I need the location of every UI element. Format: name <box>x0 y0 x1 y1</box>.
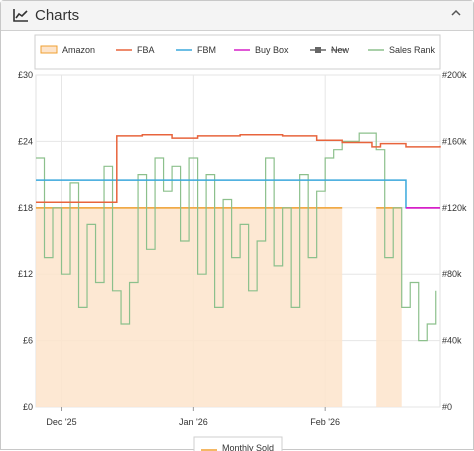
legend-label-fbm: FBM <box>197 45 216 55</box>
x-tick-label: Feb '26 <box>310 417 340 427</box>
y-left-tick-label: £0 <box>23 402 33 412</box>
y-right-tick-label: #120k <box>442 203 467 213</box>
legend-marker-new <box>315 47 321 53</box>
amazon-area <box>376 207 402 407</box>
y-left-tick-label: £12 <box>18 269 33 279</box>
bottom-legend-box <box>193 436 283 451</box>
panel-header[interactable]: Charts <box>1 1 473 31</box>
y-right-tick-label: #0 <box>442 402 452 412</box>
panel-title: Charts <box>35 7 80 24</box>
y-left-tick-label: £18 <box>18 203 33 213</box>
y-right-tick-label: #40k <box>442 336 462 346</box>
y-right-tick-label: #200k <box>442 70 467 80</box>
legend-label-amazon: Amazon <box>62 45 95 55</box>
y-left-tick-label: £6 <box>23 336 33 346</box>
line-chart-icon <box>13 9 28 22</box>
y-left-tick-label: £24 <box>18 136 33 146</box>
price-history-chart: Amazon FBA FBM Buy Box New Sales Rank £0£6£12… <box>18 34 467 451</box>
y-left-tick-label: £30 <box>18 70 33 80</box>
x-tick-label: Dec '25 <box>46 417 76 427</box>
fba-line <box>36 134 441 204</box>
legend-label-fba: FBA <box>137 45 155 55</box>
y-right-tick-label: #80k <box>442 269 462 279</box>
legend-box <box>34 34 441 70</box>
y-right-tick-label: #160k <box>442 136 467 146</box>
legend-label-sales-rank: Sales Rank <box>389 45 436 55</box>
sales-rank-line <box>36 132 437 342</box>
legend-label-buy-box: Buy Box <box>255 45 289 55</box>
x-tick-label: Jan '26 <box>179 417 208 427</box>
legend-swatch-amazon <box>40 45 58 54</box>
chevron-up-icon[interactable] <box>449 6 463 20</box>
legend-label-monthly-sold: Monthly Sold <box>222 443 274 451</box>
